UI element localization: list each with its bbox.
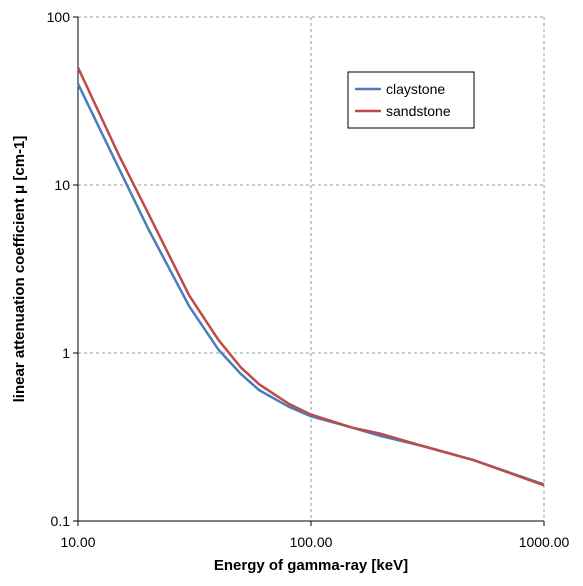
x-axis-label: Energy of gamma-ray [keV]	[214, 557, 408, 574]
y-tick-label: 1	[62, 345, 70, 361]
legend-label: sandstone	[386, 103, 451, 119]
y-tick-label: 100	[47, 9, 71, 25]
x-tick-label: 1000.00	[519, 534, 570, 550]
y-tick-label: 0.1	[51, 513, 71, 529]
y-axis-label: linear attenuation coefficient μ [cm-1]	[11, 136, 28, 403]
y-tick-label: 10	[54, 177, 70, 193]
legend-box	[347, 71, 475, 129]
legend-label: claystone	[386, 81, 445, 97]
x-tick-label: 100.00	[290, 534, 333, 550]
series-line	[76, 67, 545, 487]
x-tick-label: 10.00	[60, 534, 95, 550]
